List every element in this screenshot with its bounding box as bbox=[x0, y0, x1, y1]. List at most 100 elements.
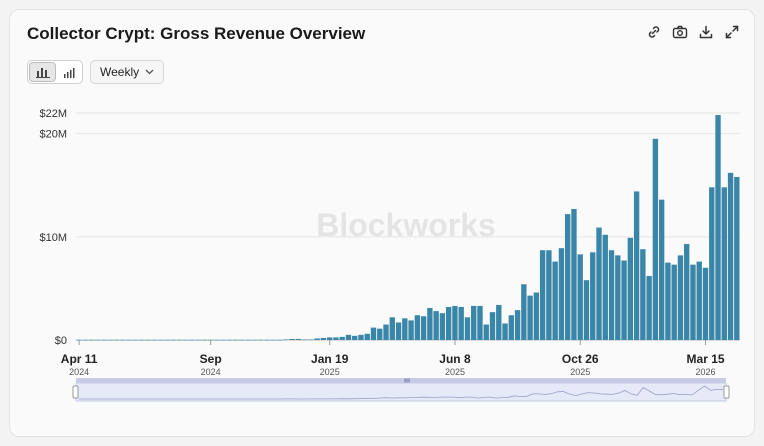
bar[interactable] bbox=[621, 260, 627, 340]
bar-chart-alt-icon[interactable] bbox=[57, 61, 82, 83]
navigator-scrollbar-grip[interactable] bbox=[404, 378, 410, 383]
bar[interactable] bbox=[552, 261, 558, 340]
bar[interactable] bbox=[120, 339, 126, 341]
camera-icon[interactable] bbox=[672, 24, 688, 40]
bar[interactable] bbox=[508, 315, 514, 340]
bar[interactable] bbox=[721, 187, 727, 340]
navigator-left-handle[interactable] bbox=[72, 385, 79, 399]
bar[interactable] bbox=[82, 339, 89, 341]
bar[interactable] bbox=[151, 339, 157, 341]
bar[interactable] bbox=[126, 339, 132, 341]
bar[interactable] bbox=[533, 292, 540, 340]
bar[interactable] bbox=[690, 264, 696, 340]
bar-chart-icon[interactable] bbox=[29, 62, 56, 82]
bar[interactable] bbox=[402, 318, 408, 340]
bar[interactable] bbox=[132, 339, 139, 341]
bar[interactable] bbox=[320, 337, 327, 340]
bar[interactable] bbox=[326, 337, 333, 340]
bar[interactable] bbox=[539, 250, 546, 340]
bar[interactable] bbox=[314, 338, 320, 340]
bar[interactable] bbox=[546, 250, 552, 340]
bar[interactable] bbox=[608, 250, 615, 340]
bar[interactable] bbox=[471, 305, 477, 340]
bar[interactable] bbox=[633, 191, 640, 340]
bar[interactable] bbox=[370, 327, 377, 340]
bar[interactable] bbox=[433, 311, 439, 340]
bar[interactable] bbox=[245, 339, 251, 341]
bar[interactable] bbox=[571, 208, 577, 340]
bar[interactable] bbox=[696, 261, 702, 340]
bar[interactable] bbox=[233, 339, 239, 341]
bar[interactable] bbox=[283, 339, 289, 341]
bar[interactable] bbox=[565, 214, 571, 340]
bar[interactable] bbox=[727, 172, 734, 340]
bar[interactable] bbox=[464, 317, 471, 340]
bar[interactable] bbox=[640, 249, 646, 340]
bar[interactable] bbox=[702, 267, 709, 340]
link-icon[interactable] bbox=[646, 24, 662, 40]
bar[interactable] bbox=[652, 138, 659, 340]
bar[interactable] bbox=[502, 323, 508, 340]
bar[interactable] bbox=[113, 339, 120, 341]
bar[interactable] bbox=[264, 339, 270, 341]
bar[interactable] bbox=[345, 334, 352, 340]
bar[interactable] bbox=[583, 280, 590, 340]
bar[interactable] bbox=[709, 187, 715, 340]
bar[interactable] bbox=[527, 295, 533, 340]
bar[interactable] bbox=[301, 339, 308, 341]
bar[interactable] bbox=[521, 284, 527, 340]
bar[interactable] bbox=[671, 264, 677, 340]
bar[interactable] bbox=[496, 304, 502, 340]
interval-select[interactable]: Weekly bbox=[90, 60, 165, 84]
bar[interactable] bbox=[408, 320, 414, 340]
bar[interactable] bbox=[665, 262, 671, 340]
expand-icon[interactable] bbox=[724, 24, 740, 40]
bar[interactable] bbox=[157, 339, 164, 341]
navigator-right-handle[interactable] bbox=[723, 385, 730, 399]
bar[interactable] bbox=[590, 252, 596, 340]
bar[interactable] bbox=[189, 339, 195, 341]
bar[interactable] bbox=[377, 328, 383, 340]
bar[interactable] bbox=[445, 306, 452, 340]
bar[interactable] bbox=[251, 339, 258, 341]
bar[interactable] bbox=[358, 334, 364, 340]
bar[interactable] bbox=[646, 276, 652, 340]
bar[interactable] bbox=[715, 115, 721, 341]
bar[interactable] bbox=[452, 305, 458, 340]
download-icon[interactable] bbox=[698, 24, 714, 40]
bar[interactable] bbox=[627, 237, 634, 340]
bar[interactable] bbox=[95, 339, 101, 341]
bar[interactable] bbox=[364, 333, 370, 340]
bar[interactable] bbox=[270, 339, 276, 341]
bar[interactable] bbox=[395, 322, 402, 340]
bar[interactable] bbox=[414, 315, 421, 340]
bar[interactable] bbox=[477, 305, 483, 340]
bar[interactable] bbox=[734, 176, 740, 340]
bar[interactable] bbox=[483, 324, 489, 340]
bar[interactable] bbox=[145, 339, 151, 341]
range-navigator[interactable] bbox=[68, 378, 734, 402]
bar[interactable] bbox=[596, 227, 602, 340]
bar[interactable] bbox=[602, 234, 608, 340]
bar[interactable] bbox=[239, 339, 245, 341]
bar[interactable] bbox=[182, 339, 189, 341]
bar[interactable] bbox=[226, 339, 233, 341]
bar[interactable] bbox=[658, 199, 665, 340]
bar[interactable] bbox=[214, 339, 220, 341]
bar[interactable] bbox=[389, 317, 395, 340]
bar[interactable] bbox=[289, 338, 295, 340]
bar[interactable] bbox=[420, 316, 427, 340]
bar[interactable] bbox=[176, 339, 182, 341]
bar[interactable] bbox=[427, 308, 433, 340]
bar[interactable] bbox=[489, 312, 496, 340]
bar[interactable] bbox=[195, 339, 201, 341]
bar[interactable] bbox=[333, 337, 339, 340]
bar[interactable] bbox=[276, 339, 283, 341]
navigator-window[interactable] bbox=[75, 382, 727, 402]
bar[interactable] bbox=[164, 339, 170, 341]
bar[interactable] bbox=[258, 339, 264, 341]
bar[interactable] bbox=[107, 339, 114, 341]
bar[interactable] bbox=[615, 255, 621, 340]
bar[interactable] bbox=[295, 338, 302, 340]
bar[interactable] bbox=[439, 313, 446, 340]
